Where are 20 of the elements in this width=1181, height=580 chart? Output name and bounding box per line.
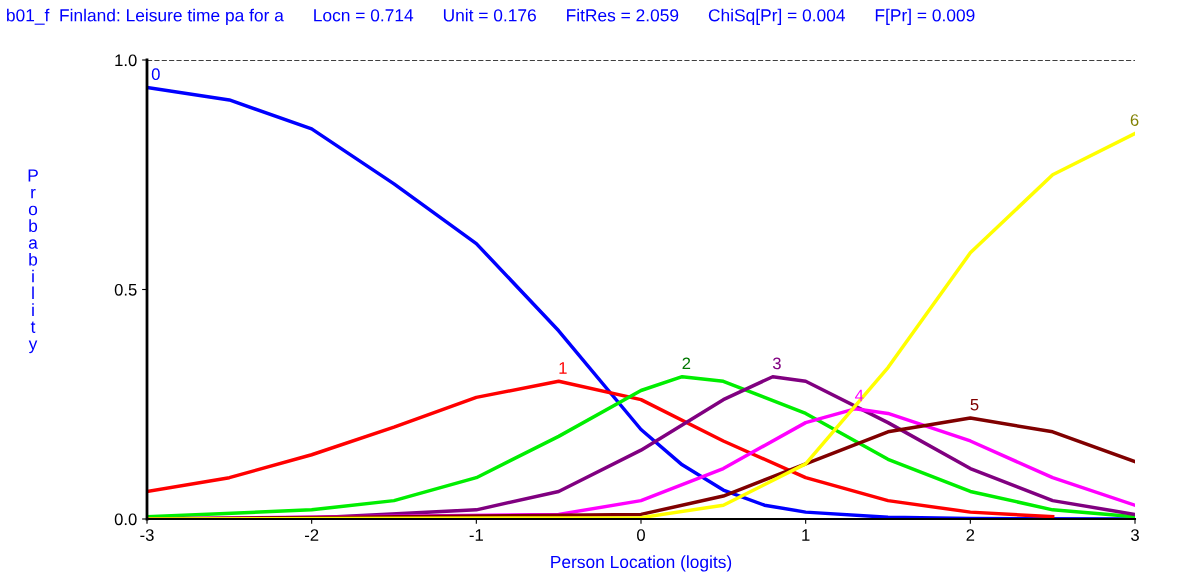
series-label: 2 <box>682 357 691 370</box>
series-label: 3 <box>772 357 781 370</box>
x-tick-label: 3 <box>1131 529 1139 541</box>
x-tick-label: -3 <box>140 529 154 541</box>
x-axis-title: Person Location (logits) <box>551 555 732 572</box>
x-tick-label: 1 <box>802 529 810 541</box>
chart-title: b01_f Finland: Leisure time pa for a Locn = 0.714 Unit = 0.176 FitRes = 2.059 ChiSq[Pr] = 0.004 F[Pr] = 0.009 <box>7 8 975 25</box>
series-label: 4 <box>854 389 864 402</box>
series-label: 1 <box>559 362 567 374</box>
y-tick-label: 1.0 <box>115 54 137 67</box>
y-tick-label: 0.0 <box>114 513 137 526</box>
y-tick-label: 0.5 <box>114 283 137 296</box>
x-tick-label: 2 <box>966 529 975 541</box>
series-label: 5 <box>970 398 979 411</box>
series-label: 6 <box>1130 114 1139 126</box>
x-tick-label: 0 <box>637 529 645 541</box>
text: Probability <box>28 169 38 354</box>
series-label: 0 <box>151 68 160 81</box>
x-tick-label: -1 <box>469 529 483 541</box>
x-tick-label: -2 <box>305 529 319 541</box>
